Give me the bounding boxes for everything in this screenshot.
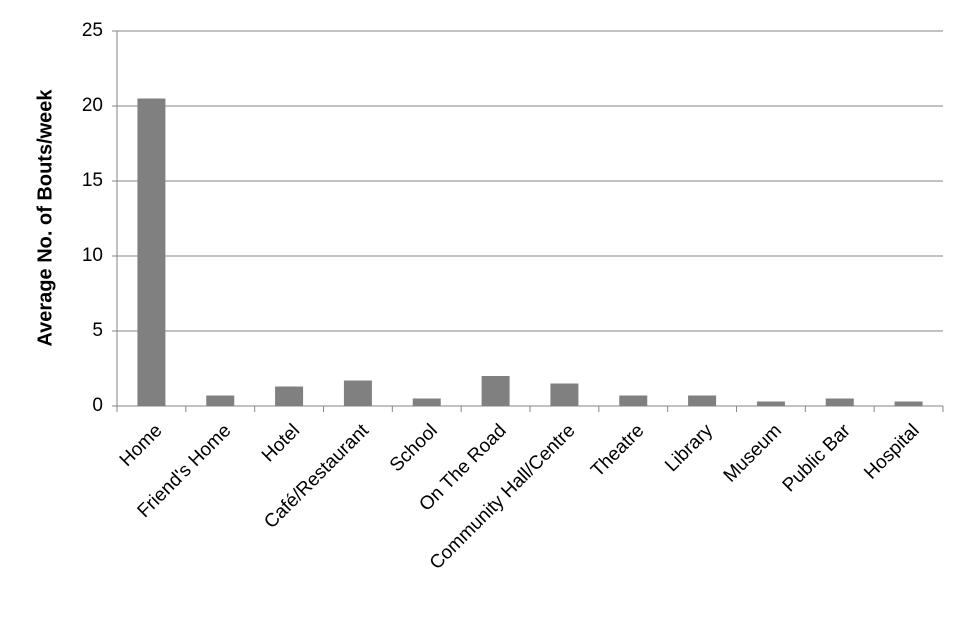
bar	[825, 398, 854, 406]
y-tick-label: 20	[82, 95, 103, 116]
bar	[688, 395, 717, 406]
x-tick-label: Theatre	[587, 420, 648, 481]
bar	[343, 380, 372, 406]
x-tick-label: Community Hall/Centre	[426, 420, 580, 574]
bar	[412, 398, 441, 406]
x-tick-label: Library	[661, 420, 717, 476]
y-axis-label: Average No. of Bouts/week	[34, 89, 56, 347]
bar	[481, 376, 510, 406]
x-tick-label: Hospital	[860, 420, 923, 483]
y-tick-label: 0	[92, 395, 103, 416]
y-tick-label: 10	[82, 245, 103, 266]
bar	[619, 395, 648, 406]
y-tick-label: 15	[82, 170, 103, 191]
bar	[550, 383, 579, 406]
x-tick-label: Hotel	[258, 420, 304, 466]
x-tick-label: Museum	[720, 420, 786, 486]
bar	[137, 98, 166, 406]
x-tick-label: School	[386, 420, 442, 476]
x-tick-label: Home	[116, 420, 167, 471]
y-tick-label: 25	[82, 20, 103, 41]
bar	[275, 386, 304, 406]
bar	[206, 395, 235, 406]
bar	[894, 401, 923, 406]
x-tick-label: Public Bar	[779, 420, 856, 497]
bar	[756, 401, 785, 406]
y-tick-label: 5	[92, 320, 103, 341]
